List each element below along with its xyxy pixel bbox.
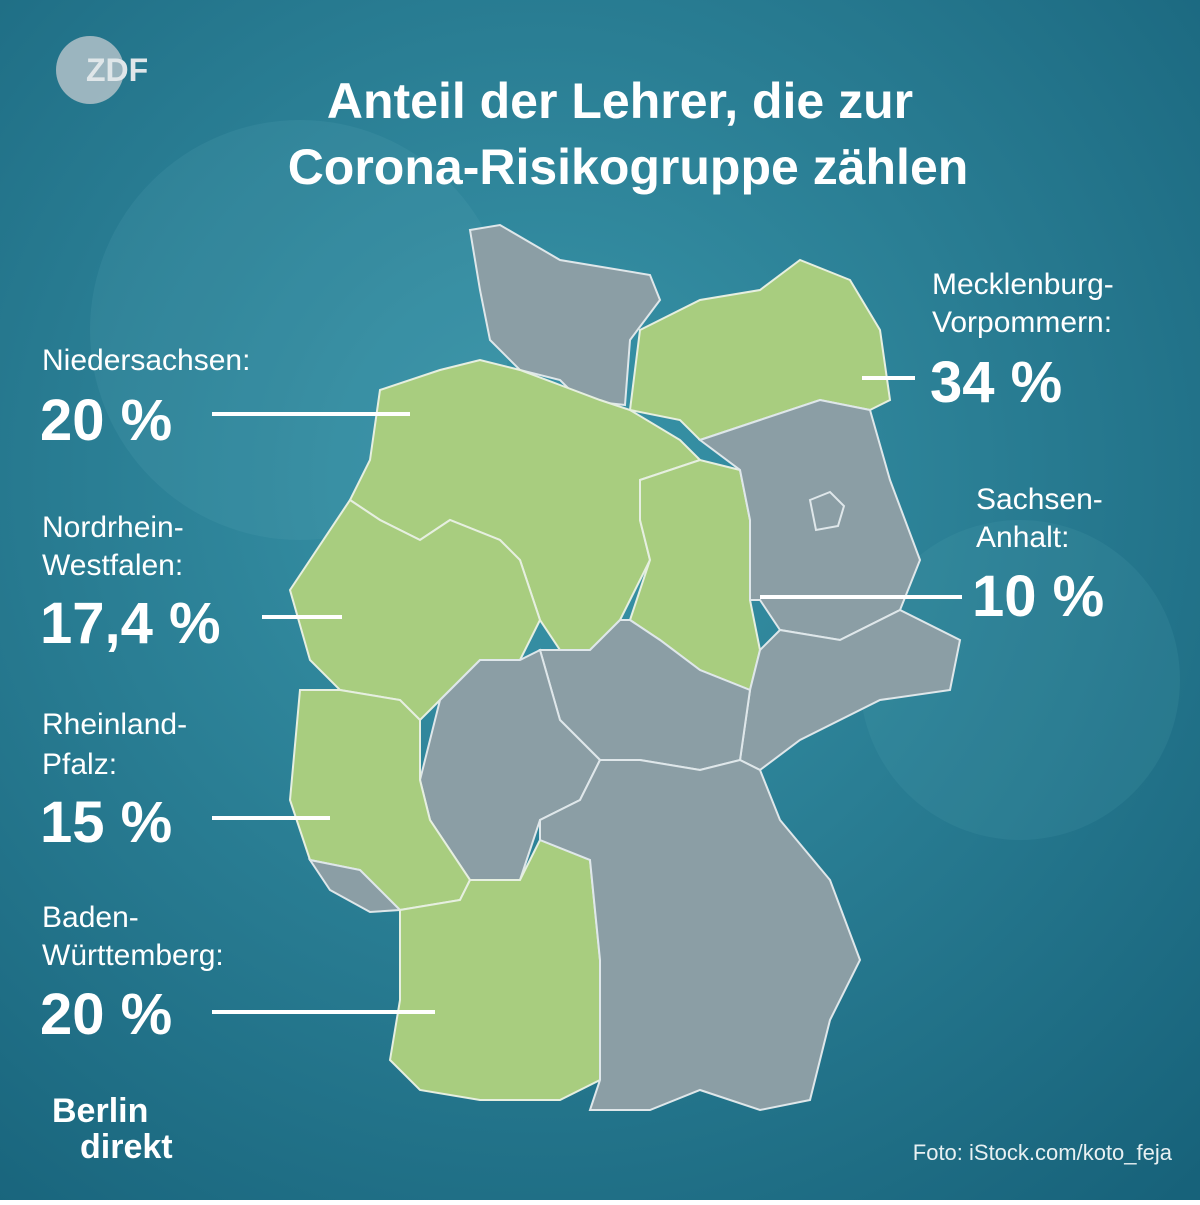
saarland xyxy=(307,858,403,914)
virus-decoration xyxy=(860,520,1180,840)
brand: direkt xyxy=(80,1128,173,1166)
state-name: Württemberg: xyxy=(42,939,224,972)
state-name: Baden- xyxy=(42,901,139,934)
photo-credit: Foto: iStock.com/koto_feja xyxy=(913,1140,1173,1165)
state-name: Anhalt: xyxy=(976,521,1069,554)
state-name: Vorpommern: xyxy=(932,306,1112,339)
state-name: Niedersachsen: xyxy=(42,344,250,377)
brand: Berlin xyxy=(52,1092,148,1130)
map xyxy=(288,223,962,1112)
state-value: 17,4 % xyxy=(40,591,221,656)
nrw-label: Nordrhein- Westfalen: 17,4 % xyxy=(40,511,342,656)
berlin xyxy=(808,490,846,532)
state-value: 10 % xyxy=(972,564,1104,629)
state-name: Pfalz: xyxy=(42,748,117,781)
logo-circle xyxy=(56,36,124,104)
state-value: 20 % xyxy=(40,388,172,453)
sachsen-anhalt-label: Sachsen- Anhalt: 10 % xyxy=(760,483,1104,629)
state-value: 15 % xyxy=(40,790,172,855)
mv-label: Mecklenburg- Vorpommern: 34 % xyxy=(862,268,1114,415)
logo: ZDF xyxy=(86,52,148,88)
state-name: Sachsen- xyxy=(976,483,1103,516)
state-name: Nordrhein- xyxy=(42,511,184,544)
state-value: 34 % xyxy=(930,350,1062,415)
bayern xyxy=(539,758,862,1112)
niedersachsen-label: Niedersachsen: 20 % xyxy=(40,344,410,453)
title: Anteil der Lehrer, die zur xyxy=(327,73,913,129)
state-name: Mecklenburg- xyxy=(932,268,1114,301)
bw-label: Baden- Württemberg: 20 % xyxy=(40,901,435,1047)
state-name: Westfalen: xyxy=(42,549,183,582)
state-name: Rheinland- xyxy=(42,708,187,741)
schleswig-holstein xyxy=(468,223,662,407)
rlp-label: Rheinland- Pfalz: 15 % xyxy=(40,708,330,855)
state-value: 20 % xyxy=(40,982,172,1047)
title: Corona-Risikogruppe zählen xyxy=(288,139,969,195)
mecklenburg-vorpommern xyxy=(628,258,892,442)
